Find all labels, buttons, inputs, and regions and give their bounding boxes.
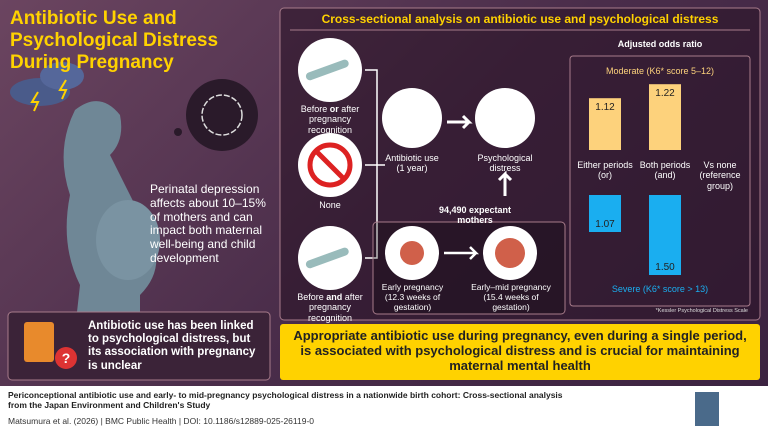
- text: None: [319, 200, 341, 210]
- logo: [695, 392, 719, 426]
- question-icon: [55, 347, 77, 369]
- conclusion: Appropriate antibiotic use during pregna…: [293, 328, 747, 373]
- exposure-label: None: [292, 200, 368, 210]
- exposure-label: Before or after pregnancy recognition: [292, 104, 368, 135]
- text: after pregnancy recognition: [307, 104, 360, 135]
- distress-icon: [475, 88, 535, 148]
- bar: [589, 195, 621, 232]
- question-mark: ?: [62, 350, 71, 366]
- test-strip: [305, 59, 349, 81]
- flow-label: Antibiotic use (1 year): [385, 153, 439, 174]
- tangle: [201, 94, 243, 136]
- chart-frame: [569, 55, 751, 307]
- pill-bottle: [24, 322, 54, 362]
- embryo: [400, 241, 424, 265]
- panel-title: Cross-sectional analysis on antibiotic u…: [321, 12, 719, 26]
- antibiotic-icon: [382, 88, 442, 148]
- category-label: Both periods (and): [639, 160, 691, 181]
- odds-ratio-chart: 1.12 1.22 1.07 1.50: [589, 84, 681, 275]
- population: 94,490 expectant mothers: [438, 205, 512, 226]
- title: Antibiotic Use and Psychological Distres…: [10, 8, 219, 73]
- value-label: 1.22: [655, 88, 675, 99]
- lightning: [30, 91, 40, 112]
- value-label: 1.12: [595, 102, 615, 113]
- intro-text: Perinatal depression affects about 10–15…: [150, 182, 266, 265]
- bar: [589, 98, 621, 150]
- citation: Periconceptional antibiotic use and earl…: [8, 390, 563, 410]
- exposure-label: Before and after pregnancy recognition: [292, 292, 368, 323]
- text: Before: [300, 104, 330, 114]
- cloud: [40, 62, 84, 90]
- chart-title: Adjusted odds ratio: [617, 39, 703, 49]
- category-label: Either periods (or): [577, 160, 633, 181]
- legend-label: Moderate (K6* score 5–12): [605, 66, 715, 76]
- flow-label: Psychological distress: [477, 153, 533, 174]
- lightning: [58, 79, 68, 100]
- no-icon: [307, 142, 353, 188]
- chart-note: *Kessler Psychological Distress Scale: [655, 308, 748, 314]
- bracket: [365, 69, 385, 259]
- bar: [649, 84, 681, 150]
- value-label: 1.50: [655, 262, 675, 273]
- legend-label: Severe (K6* score > 13): [611, 284, 709, 294]
- belly: [96, 200, 160, 280]
- arrow: [447, 114, 473, 130]
- test-strip: [305, 247, 349, 269]
- thought-bubble: [186, 79, 258, 151]
- thought-dot: [174, 128, 182, 136]
- source: Matsumura et al. (2026) | BMC Public Hea…: [8, 416, 315, 426]
- no-icon: [314, 149, 346, 181]
- embryo: [495, 238, 525, 268]
- emphasis: or: [329, 104, 339, 114]
- text: after pregnancy recognition: [307, 292, 363, 323]
- bar: [649, 195, 681, 275]
- category-label: Vs none (reference group): [699, 160, 741, 191]
- timepoint-label: Early–mid pregnancy (15.4 weeks of gesta…: [471, 282, 551, 312]
- conclusion-box: [280, 324, 760, 380]
- arrow: [444, 246, 480, 260]
- emphasis: and: [326, 292, 343, 302]
- footer-band: [0, 386, 768, 432]
- arrow: [497, 170, 513, 196]
- timepoint-label: Early pregnancy (12.3 weeks of gestation…: [381, 282, 444, 312]
- value-label: 1.07: [595, 219, 615, 230]
- callout-text: Antibiotic use has been linked to psycho…: [88, 320, 256, 372]
- text: Before: [297, 292, 327, 302]
